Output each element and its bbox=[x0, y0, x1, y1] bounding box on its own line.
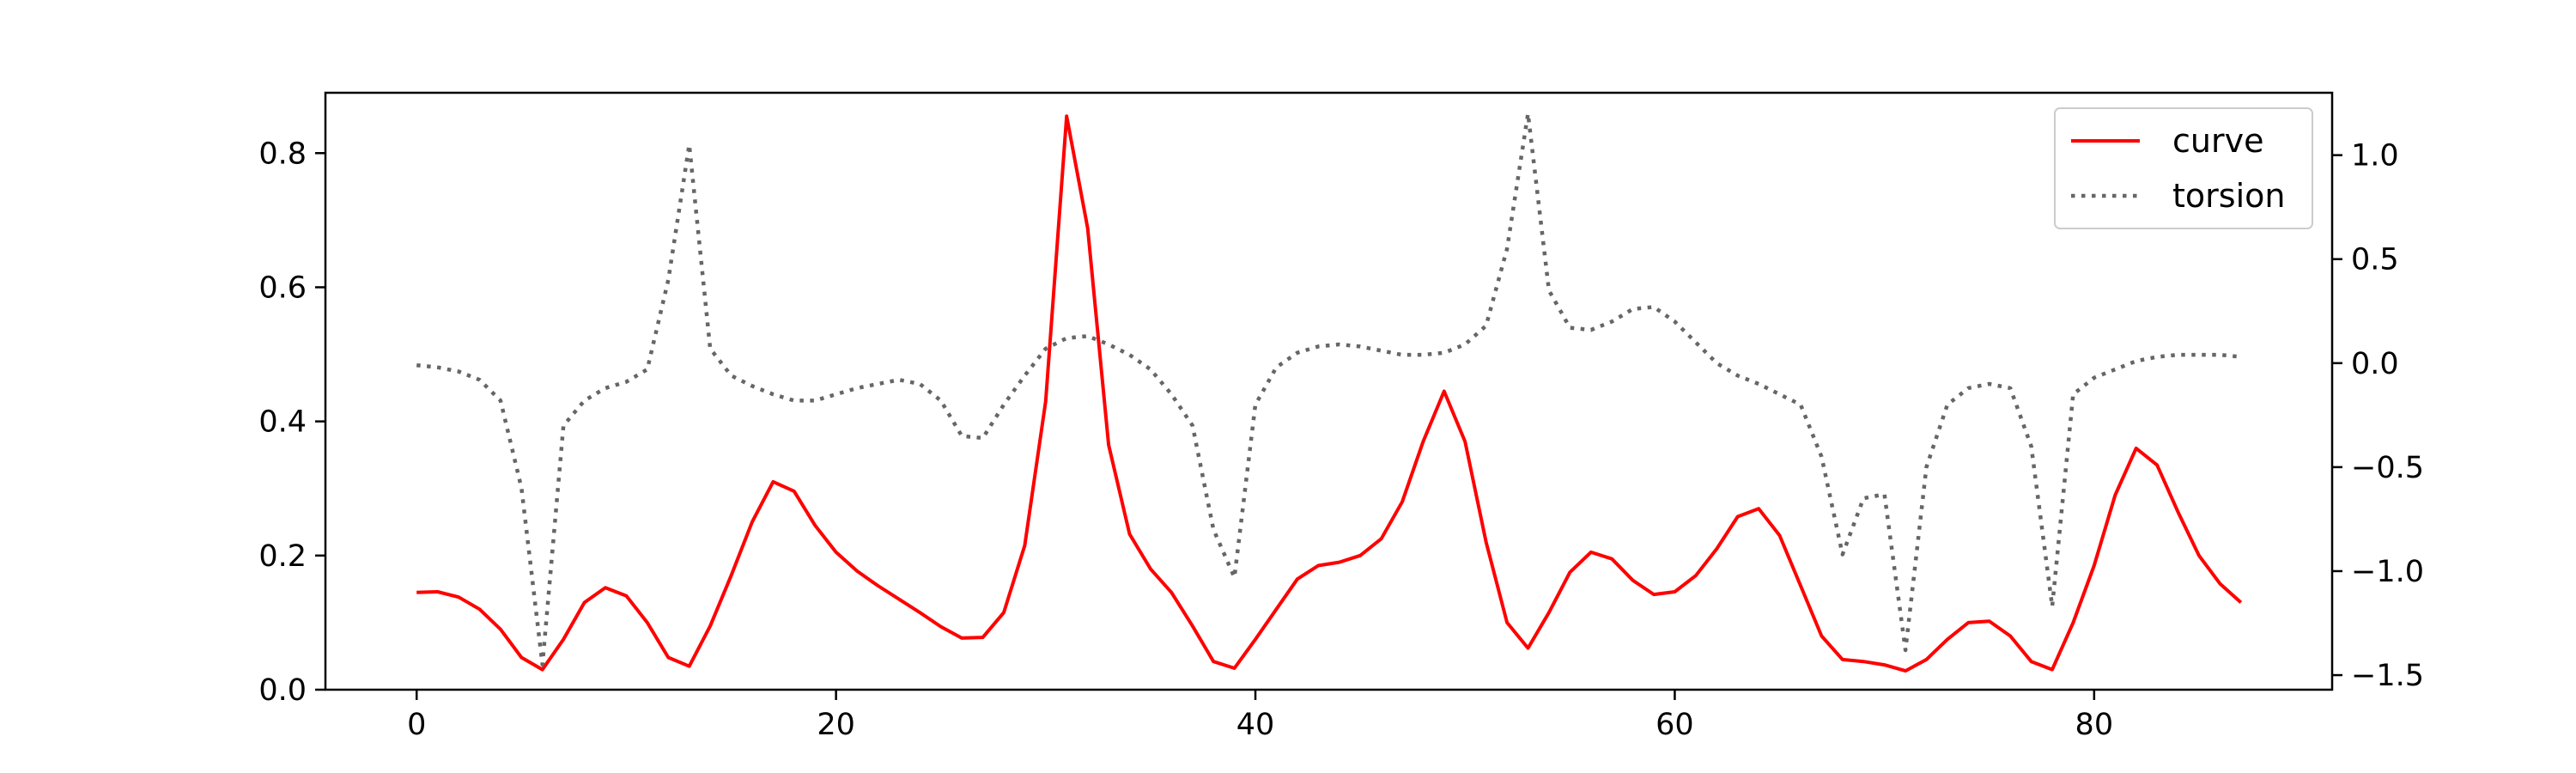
plot-frame bbox=[324, 91, 2334, 691]
y-right-tick-label: −1.5 bbox=[2351, 659, 2424, 693]
x-tick-label: 0 bbox=[407, 708, 426, 742]
series-line-torsion bbox=[416, 111, 2242, 667]
y-right-tick-label: −0.5 bbox=[2351, 451, 2424, 485]
legend-box bbox=[2054, 107, 2313, 229]
series-line-curve bbox=[416, 114, 2243, 673]
y-axis-left: 0.0 0.2 0.4 0.6 0.8 bbox=[258, 137, 325, 708]
x-tick-label: 40 bbox=[1236, 708, 1275, 742]
x-axis: 0 20 40 60 80 bbox=[407, 690, 2113, 742]
y-left-tick-label: 0.6 bbox=[258, 271, 307, 305]
y-right-tick-label: 1.0 bbox=[2351, 139, 2399, 173]
series-layer bbox=[416, 111, 2243, 673]
y-right-tick-label: 0.0 bbox=[2351, 347, 2399, 381]
y-left-tick-label: 0.4 bbox=[258, 405, 307, 440]
legend-label-torsion: torsion bbox=[2172, 177, 2285, 215]
x-tick-label: 20 bbox=[817, 708, 855, 742]
x-tick-label: 80 bbox=[2075, 708, 2114, 742]
y-left-tick-label: 0.0 bbox=[258, 673, 307, 708]
legend-label-curve: curve bbox=[2172, 122, 2263, 160]
x-tick-label: 60 bbox=[1656, 708, 1694, 742]
y-right-tick-label: 0.5 bbox=[2351, 243, 2399, 277]
y-left-tick-label: 0.8 bbox=[258, 137, 307, 171]
legend: curve torsion bbox=[2054, 107, 2313, 229]
y-axis-right: 1.0 0.5 0.0 −0.5 −1.0 −1.5 bbox=[2332, 139, 2424, 693]
y-right-tick-label: −1.0 bbox=[2351, 555, 2424, 589]
y-left-tick-label: 0.2 bbox=[258, 539, 307, 574]
